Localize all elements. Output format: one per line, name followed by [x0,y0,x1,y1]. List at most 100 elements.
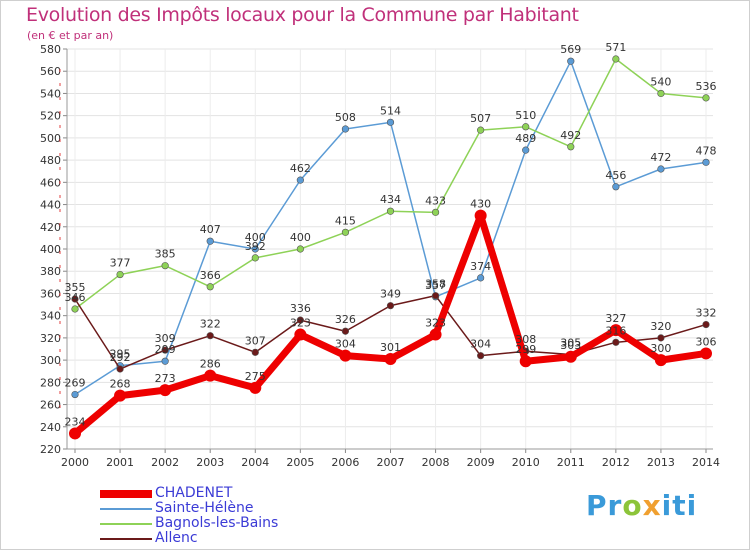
data-label: 407 [200,223,221,236]
data-point [339,349,352,362]
y-tick-label: 500 [40,132,61,145]
data-label: 478 [696,144,717,157]
data-point [654,354,667,367]
data-label: 323 [425,317,446,330]
data-point [386,207,395,215]
data-label: 346 [65,291,86,304]
data-point [522,146,530,154]
y-tick-label: 260 [40,399,61,412]
data-label: 308 [515,333,536,346]
data-label: 392 [245,240,266,253]
data-point [71,390,79,399]
data-label: 299 [155,343,176,356]
data-label: 292 [110,351,131,364]
data-point [161,346,169,354]
legend-swatch [100,490,152,498]
logo-part-1: Pr [586,489,623,522]
logo-part-2: o [622,489,643,522]
data-label: 508 [335,111,356,124]
data-label: 472 [650,151,671,164]
data-point [296,176,304,184]
data-point [341,125,350,133]
data-point [204,369,217,382]
data-label: 358 [425,278,446,291]
data-label: 286 [200,358,221,371]
data-label: 507 [470,112,491,125]
y-tick-label: 380 [40,265,61,278]
y-tick-label: 480 [40,154,61,167]
data-point [206,237,214,245]
data-point [251,348,259,356]
data-point [657,165,665,173]
logo-part-3: x [642,489,662,522]
data-point [161,262,169,270]
data-label: 430 [470,198,491,211]
data-point [564,350,577,363]
data-point [609,324,622,337]
data-label: 385 [155,248,176,261]
data-label: 300 [650,342,671,355]
data-point [702,320,710,329]
data-point [249,381,262,394]
data-label: 303 [560,339,581,352]
data-label: 305 [560,337,581,350]
y-tick-label: 440 [40,199,61,212]
data-point [657,334,665,342]
data-point [477,352,485,360]
y-tick-label: 400 [40,243,61,256]
data-label: 540 [650,75,671,88]
data-label: 536 [696,80,717,93]
data-point [431,292,440,300]
data-point [386,302,395,310]
legend-label: Sainte-Hélène [155,500,254,516]
legend-label: Allenc [155,530,198,546]
data-point [206,332,214,340]
data-label: 320 [650,320,671,333]
data-label: 307 [245,334,266,347]
data-point [700,347,712,360]
data-label: 234 [65,415,86,428]
data-label: 377 [110,257,131,270]
y-tick-label: 520 [40,110,61,123]
data-label: 295 [110,348,131,361]
data-point [612,55,620,63]
data-point [477,126,485,134]
data-point [474,209,487,222]
x-tick-label: 2003 [196,456,224,469]
data-point [567,57,575,65]
data-label: 400 [290,231,311,244]
data-point [567,143,575,151]
data-point [116,365,124,373]
data-label: 299 [515,343,536,356]
y-tick-label: 300 [40,354,61,367]
data-label: 415 [335,214,356,227]
data-label: 569 [560,43,581,56]
data-label: 326 [335,313,356,326]
data-label: 489 [515,132,536,145]
x-tick-label: 2012 [602,456,630,469]
x-tick-label: 2009 [467,456,495,469]
data-label: 269 [65,377,86,390]
y-tick-label: 340 [40,310,61,323]
data-point [612,183,620,191]
legend-label: CHADENET [155,485,233,501]
data-label: 322 [200,318,221,331]
x-tick-label: 2014 [692,456,720,469]
legend-swatch [100,523,152,525]
data-label: 462 [290,162,311,175]
data-label: 327 [605,312,626,325]
data-point [296,245,304,253]
data-label: 355 [65,281,86,294]
data-label: 304 [470,338,491,351]
y-tick-label: 560 [40,65,61,78]
data-point [429,328,442,341]
data-label: 273 [155,372,176,385]
data-label: 332 [696,307,717,320]
data-label: 366 [200,269,221,282]
data-point [251,254,259,262]
y-tick-label: 580 [40,43,61,56]
y-tick-label: 420 [40,221,61,234]
y-tick-label: 220 [40,443,61,456]
chart-title: Evolution des Impôts locaux pour la Comm… [26,4,579,26]
data-point [114,389,127,402]
